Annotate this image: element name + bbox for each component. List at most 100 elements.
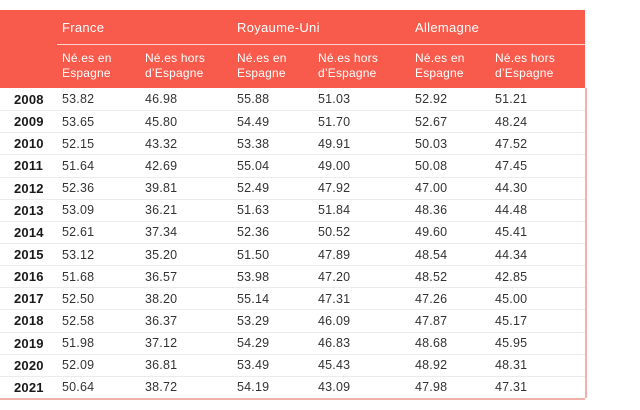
value-cell-allemagne-en: 48.68 [415,336,448,351]
value-cell-allemagne-hors: 45.41 [495,225,528,240]
value-cell-ru-hors: 50.52 [318,225,351,240]
value-cell-france-hors: 38.72 [145,380,178,395]
value-cell-ru-hors: 47.31 [318,291,351,306]
table-row: 2019 51.98 37.12 54.29 46.83 48.68 45.95 [0,331,585,354]
year-cell: 2016 [14,269,44,285]
year-cell: 2013 [14,202,44,218]
year-column-spacer [0,51,57,81]
value-cell-france-hors: 39.81 [145,181,178,196]
value-cell-allemagne-hors: 44.34 [495,247,528,262]
value-cell-ru-hors: 46.09 [318,313,351,328]
year-cell: 2019 [14,335,44,351]
table-row: 2017 52.50 38.20 55.14 47.31 47.26 45.00 [0,287,585,309]
value-cell-ru-en: 52.36 [237,225,270,240]
table-body: 2008 53.82 46.98 55.88 51.03 52.92 51.21… [0,88,585,398]
value-cell-france-en: 52.58 [62,313,95,328]
value-cell-france-hors: 36.37 [145,313,178,328]
year-cell: 2008 [14,91,44,107]
value-cell-allemagne-hors: 48.31 [495,358,528,373]
value-cell-france-en: 52.36 [62,181,95,196]
value-cell-france-hors: 45.80 [145,114,178,129]
table-row: 2010 52.15 43.32 53.38 49.91 50.03 47.52 [0,132,585,154]
value-cell-france-hors: 42.69 [145,158,178,173]
year-cell: 2015 [14,247,44,263]
subheader-ru-hors: Né.es hors d’Espagne [318,51,379,80]
value-cell-france-hors: 36.57 [145,269,178,284]
subheader-row: Né.es en Espagne Né.es hors d’Espagne Né… [0,45,585,88]
subheader-allemagne-hors: Né.es hors d’Espagne [495,51,556,80]
value-cell-france-hors: 35.20 [145,247,178,262]
value-cell-france-hors: 46.98 [145,92,178,107]
value-cell-france-en: 51.64 [62,158,95,173]
value-cell-ru-en: 54.49 [237,114,270,129]
value-cell-ru-en: 53.29 [237,313,270,328]
value-cell-france-hors: 38.20 [145,291,178,306]
value-cell-allemagne-hors: 47.45 [495,158,528,173]
value-cell-france-en: 53.82 [62,92,95,107]
value-cell-allemagne-en: 48.92 [415,358,448,373]
subheader-ru-en: Né.es en Espagne [237,51,287,80]
year-cell: 2020 [14,357,44,373]
value-cell-allemagne-hors: 45.00 [495,291,528,306]
value-cell-allemagne-hors: 51.21 [495,92,528,107]
year-cell: 2012 [14,180,44,196]
value-cell-ru-en: 52.49 [237,181,270,196]
subheader-france-hors: Né.es hors d’Espagne [145,51,206,80]
table-row: 2009 53.65 45.80 54.49 51.70 52.67 48.24 [0,110,585,132]
year-cell: 2010 [14,136,44,152]
value-cell-allemagne-hors: 44.48 [495,203,528,218]
value-cell-france-en: 52.15 [62,136,95,151]
table-row: 2015 53.12 35.20 51.50 47.89 48.54 44.34 [0,242,585,265]
value-cell-allemagne-hors: 42.85 [495,269,528,284]
year-cell: 2014 [14,224,44,240]
table-row: 2013 53.09 36.21 51.63 51.84 48.36 44.48 [0,198,585,221]
value-cell-ru-en: 55.88 [237,92,270,107]
value-cell-allemagne-en: 52.67 [415,114,448,129]
value-cell-ru-hors: 47.20 [318,269,351,284]
value-cell-france-en: 51.98 [62,336,95,351]
value-cell-allemagne-hors: 44.30 [495,181,528,196]
year-cell: 2018 [14,313,44,329]
year-cell: 2021 [14,379,44,395]
value-cell-france-en: 52.61 [62,225,95,240]
value-cell-ru-hors: 51.84 [318,203,351,218]
value-cell-ru-en: 53.49 [237,358,270,373]
value-cell-france-hors: 36.21 [145,203,178,218]
value-cell-ru-en: 55.04 [237,158,270,173]
value-cell-ru-hors: 49.00 [318,158,351,173]
value-cell-france-en: 50.64 [62,380,95,395]
table-row: 2021 50.64 38.72 54.19 43.09 47.98 47.31 [0,375,585,398]
value-cell-allemagne-en: 47.00 [415,181,448,196]
table-header: France Royaume-Uni Allemagne Né.es en Es… [0,10,585,88]
table-row: 2020 52.09 36.81 53.49 45.43 48.92 48.31 [0,353,585,376]
value-cell-allemagne-hors: 45.95 [495,336,528,351]
value-cell-ru-hors: 46.83 [318,336,351,351]
value-cell-ru-hors: 49.91 [318,136,351,151]
value-cell-ru-hors: 47.89 [318,247,351,262]
value-cell-allemagne-en: 47.98 [415,380,448,395]
value-cell-france-en: 53.65 [62,114,95,129]
year-cell: 2009 [14,114,44,130]
table-row: 2012 52.36 39.81 52.49 47.92 47.00 44.30 [0,176,585,199]
subheader-allemagne-en: Né.es en Espagne [415,51,465,80]
value-cell-france-en: 53.09 [62,203,95,218]
value-cell-ru-en: 51.50 [237,247,270,262]
value-cell-ru-en: 55.14 [237,291,270,306]
table-row: 2014 52.61 37.34 52.36 50.52 49.60 45.41 [0,220,585,243]
country-header-row: France Royaume-Uni Allemagne [0,10,585,44]
value-cell-ru-en: 53.98 [237,269,270,284]
country-header-france: France [62,19,105,35]
country-header-allemagne: Allemagne [415,19,480,35]
value-cell-allemagne-en: 49.60 [415,225,448,240]
value-cell-allemagne-hors: 47.52 [495,136,528,151]
value-cell-ru-en: 54.19 [237,380,270,395]
value-cell-allemagne-en: 48.54 [415,247,448,262]
value-cell-france-hors: 37.34 [145,225,178,240]
value-cell-allemagne-hors: 47.31 [495,380,528,395]
year-cell: 2017 [14,291,44,307]
value-cell-ru-hors: 45.43 [318,358,351,373]
value-cell-france-hors: 36.81 [145,358,178,373]
value-cell-france-en: 52.09 [62,358,95,373]
country-header-royaume-uni: Royaume-Uni [237,19,320,35]
table-row: 2008 53.82 46.98 55.88 51.03 52.92 51.21 [0,88,585,110]
